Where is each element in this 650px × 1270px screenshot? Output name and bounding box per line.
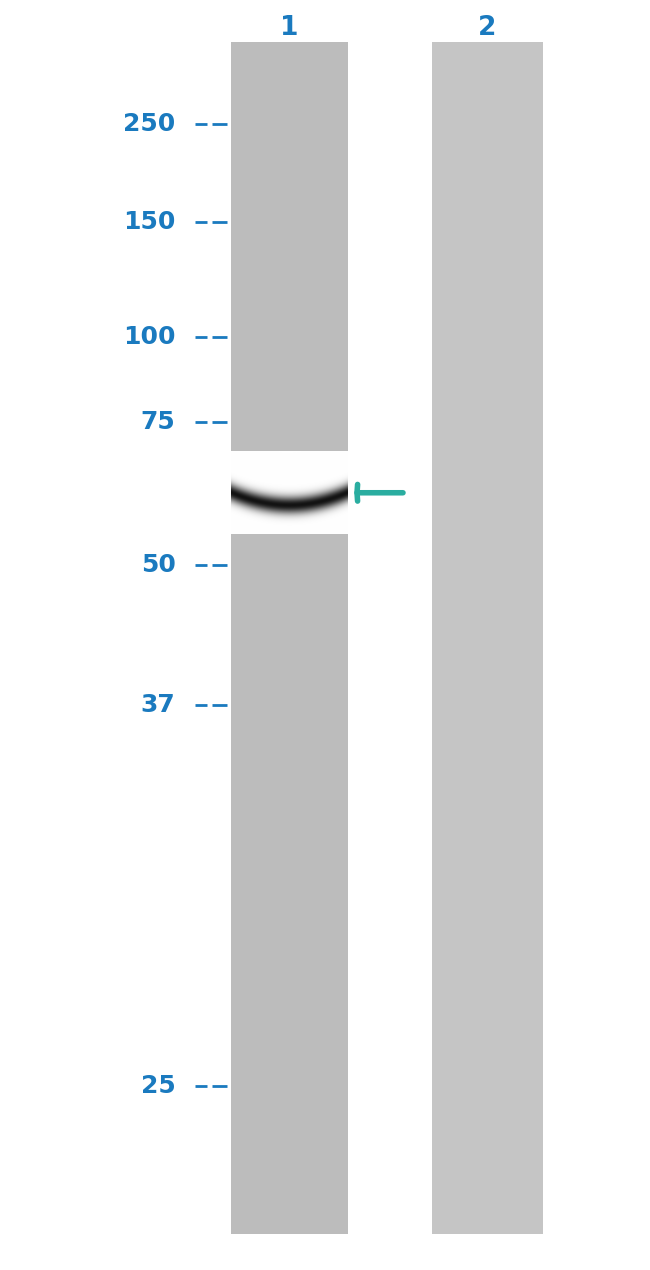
Bar xyxy=(231,42,348,1234)
Text: 250: 250 xyxy=(124,113,176,136)
Bar xyxy=(432,42,543,1234)
Text: 75: 75 xyxy=(141,410,176,433)
Text: 150: 150 xyxy=(123,211,176,234)
Text: 1: 1 xyxy=(280,15,298,41)
Text: 50: 50 xyxy=(140,554,176,577)
Text: 37: 37 xyxy=(141,693,176,716)
Text: 2: 2 xyxy=(478,15,497,41)
Text: 100: 100 xyxy=(123,325,176,348)
Text: 25: 25 xyxy=(141,1074,176,1097)
